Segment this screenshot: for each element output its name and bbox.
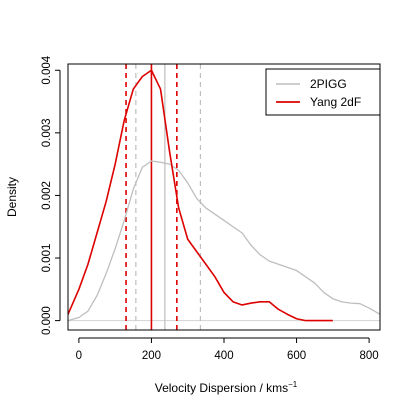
y-tick-label: 0.004 xyxy=(41,55,53,84)
series-line-0 xyxy=(67,160,381,322)
y-tick-label: 0.000 xyxy=(41,306,53,335)
y-tick-label: 0.002 xyxy=(41,181,53,210)
legend-box xyxy=(265,68,381,116)
y-tick-label: 0.003 xyxy=(41,118,53,147)
legend-label: 2PIGG xyxy=(310,77,347,91)
x-axis: 0 200 400 600 800 xyxy=(76,337,379,362)
x-axis-title-superscript: −1 xyxy=(288,380,298,389)
x-axis-title-text: Velocity Dispersion / kms xyxy=(155,381,288,395)
plot-frame xyxy=(67,63,381,331)
y-axis-title: Density xyxy=(5,177,19,217)
legend-label: Yang 2dF xyxy=(310,95,361,109)
x-axis-title: Velocity Dispersion / kms−1 xyxy=(155,380,298,395)
y-tick-label: 0.001 xyxy=(41,244,53,273)
x-tick-label: 400 xyxy=(214,350,233,362)
x-tick-label: 600 xyxy=(287,350,306,362)
x-tick-label: 800 xyxy=(360,350,379,362)
series-line-1 xyxy=(67,69,333,322)
legend: 2PIGG Yang 2dF xyxy=(265,68,381,116)
x-tick-label: 0 xyxy=(76,350,82,362)
x-tick-label: 200 xyxy=(142,350,161,362)
y-axis: 0.000 0.001 0.002 0.003 0.004 xyxy=(41,55,61,335)
vertical-lines-layer xyxy=(125,64,202,330)
series-layer xyxy=(67,69,381,322)
legend-items: 2PIGG Yang 2dF xyxy=(276,77,361,109)
